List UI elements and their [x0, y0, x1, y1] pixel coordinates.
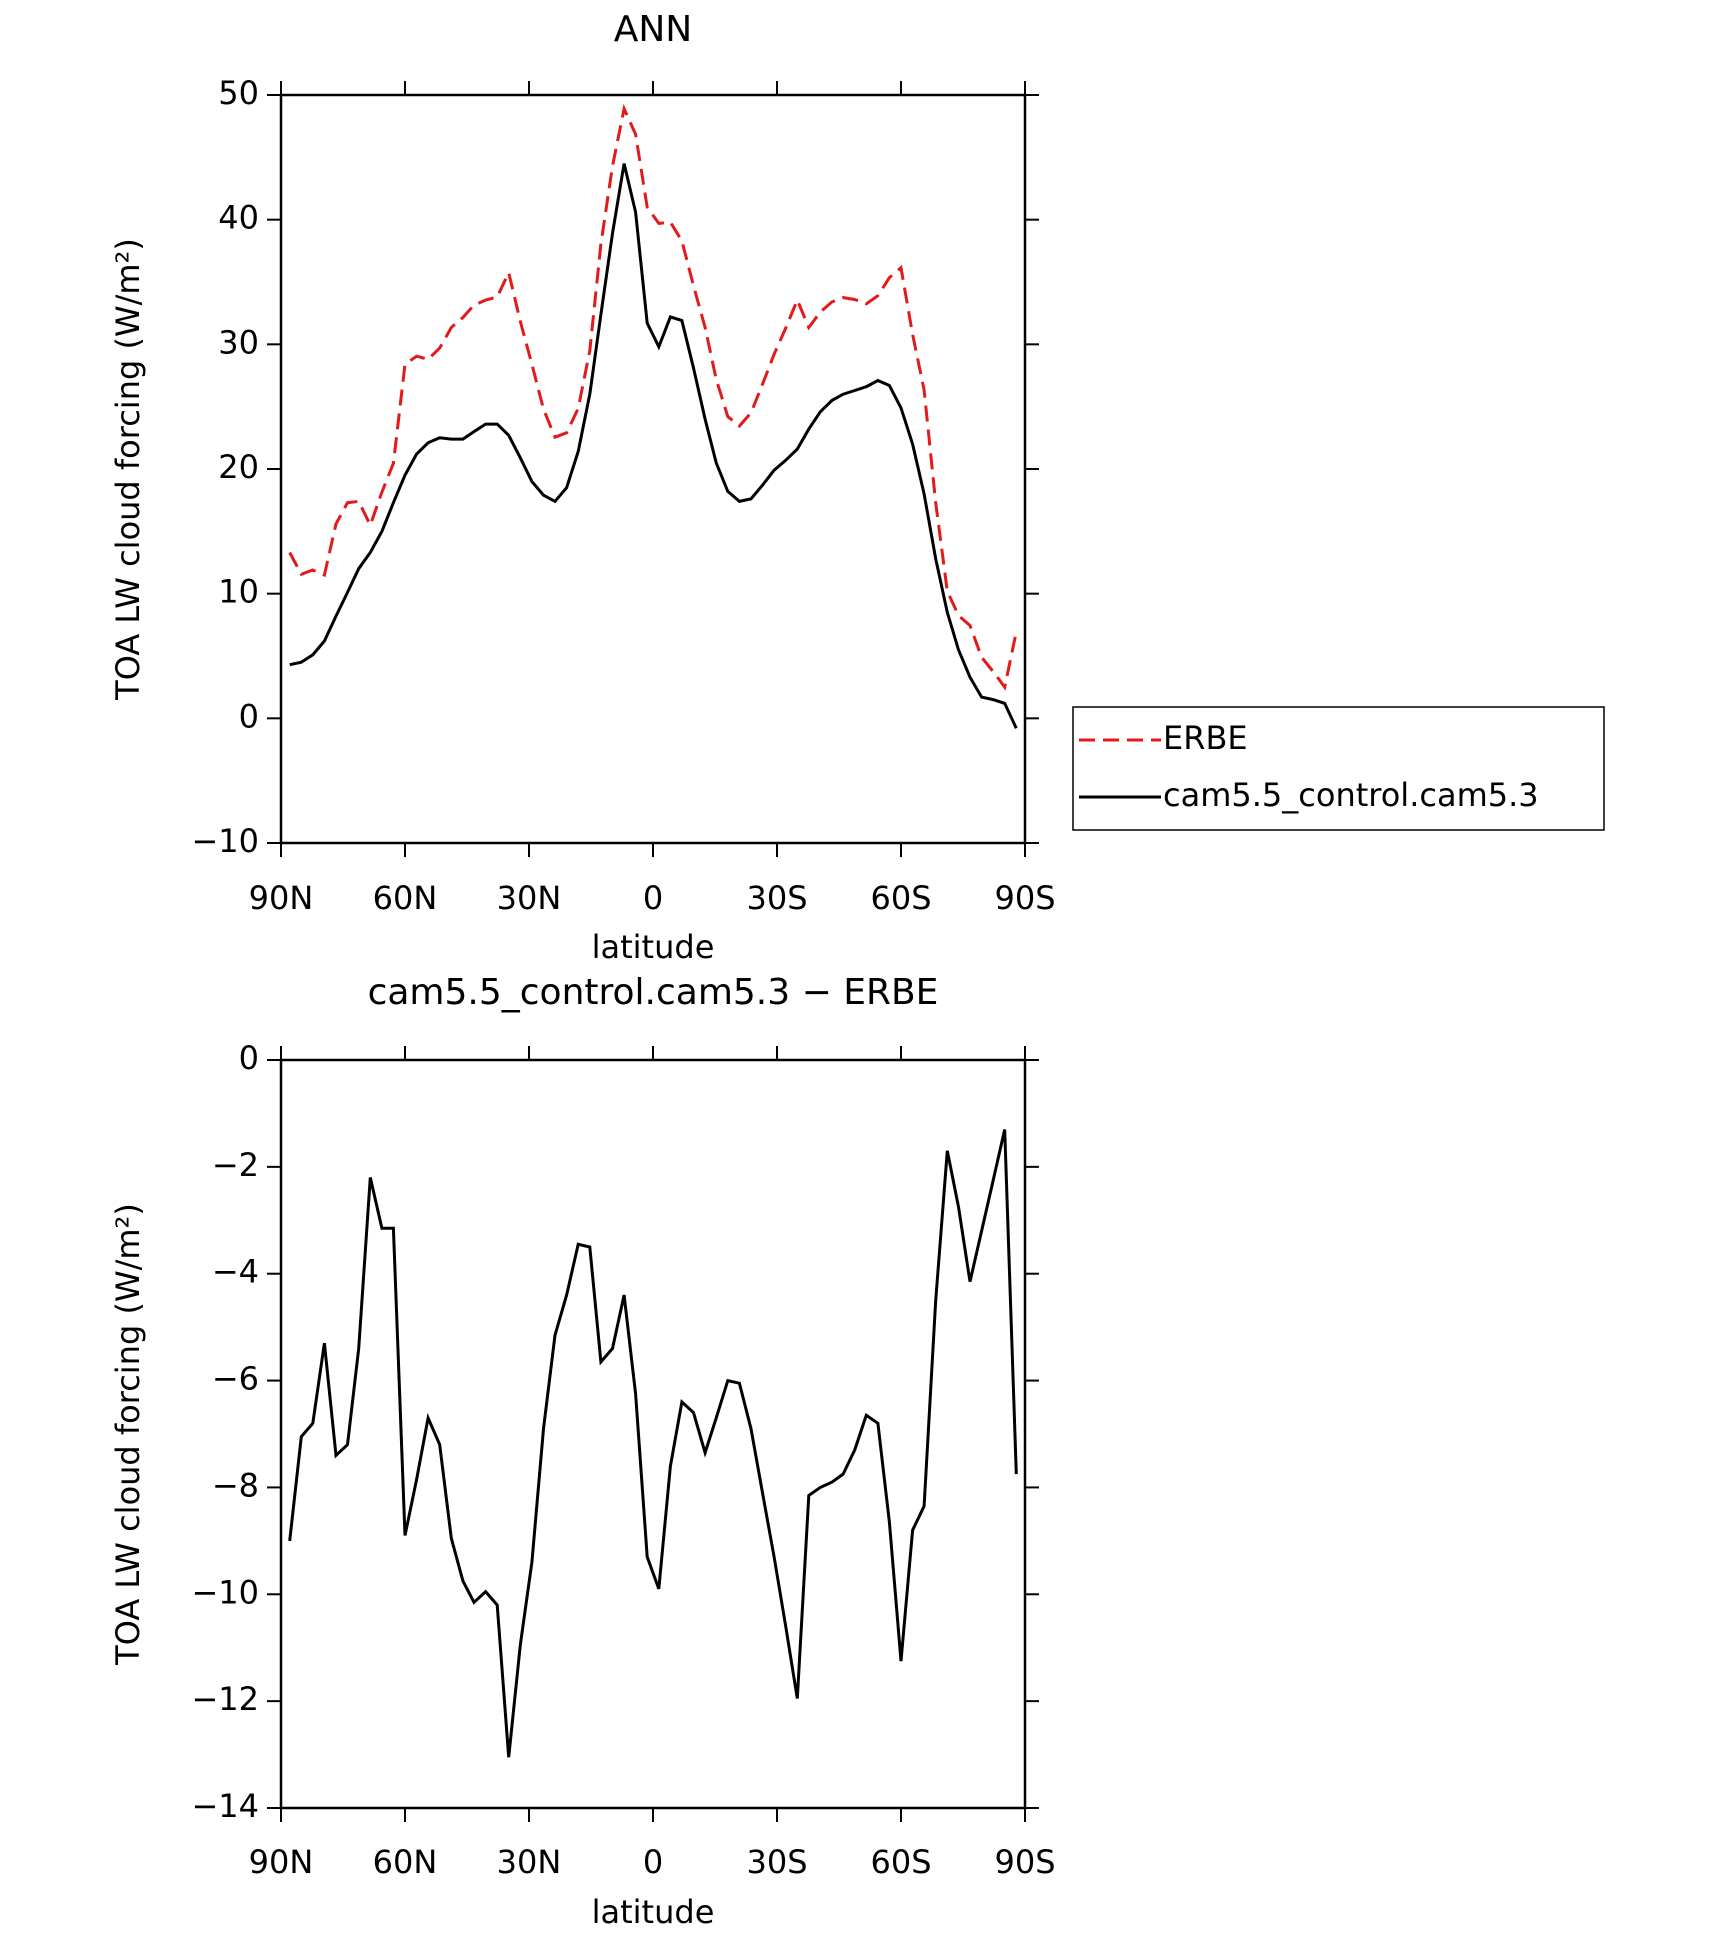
- data-line: [289, 163, 1018, 729]
- legend-box: [1072, 706, 1605, 831]
- y-tick-label: 0: [239, 1039, 259, 1077]
- x-tick-label: 60S: [870, 879, 931, 917]
- plot-frame: [279, 1058, 1027, 1810]
- x-tick-label: 60N: [373, 879, 438, 917]
- plot-frame: [279, 93, 1027, 845]
- data-line: [288, 103, 1018, 691]
- chart-title: cam5.5_control.cam5.3 − ERBE: [368, 972, 939, 1013]
- y-tick-label: −2: [212, 1146, 259, 1184]
- y-tick-label: 10: [218, 573, 259, 611]
- x-tick-label: 90N: [249, 1843, 314, 1881]
- y-tick-label: −14: [191, 1787, 259, 1825]
- chart-title: ANN: [614, 9, 693, 50]
- y-tick-label: −10: [191, 1573, 259, 1611]
- x-tick-label: 90S: [994, 1843, 1055, 1881]
- y-tick-label: 50: [218, 74, 259, 112]
- data-line: [288, 1129, 1018, 1758]
- y-axis-label: TOA LW cloud forcing (W/m²): [109, 1203, 147, 1666]
- x-tick-label: 0: [643, 1843, 663, 1881]
- x-tick-label: 60S: [870, 1843, 931, 1881]
- x-tick-label: 90S: [994, 879, 1055, 917]
- legend-label: cam5.5_control.cam5.3: [1163, 776, 1539, 814]
- y-tick-label: 20: [218, 448, 259, 486]
- x-tick-label: 30S: [746, 879, 807, 917]
- y-tick-label: 0: [239, 697, 259, 735]
- y-tick-label: 30: [218, 323, 259, 361]
- y-axis-label: TOA LW cloud forcing (W/m²): [109, 238, 147, 701]
- legend-label: ERBE: [1163, 719, 1248, 757]
- x-tick-label: 30N: [497, 1843, 562, 1881]
- y-tick-label: −8: [212, 1466, 259, 1504]
- y-tick-label: 40: [218, 199, 259, 237]
- x-tick-label: 30S: [746, 1843, 807, 1881]
- x-tick-label: 60N: [373, 1843, 438, 1881]
- y-tick-label: −10: [191, 822, 259, 860]
- x-tick-label: 90N: [249, 879, 314, 917]
- x-axis-label: latitude: [592, 1893, 715, 1931]
- x-tick-label: 0: [643, 879, 663, 917]
- y-tick-label: −12: [191, 1680, 259, 1718]
- y-tick-label: −4: [212, 1253, 259, 1291]
- y-tick-label: −6: [212, 1360, 259, 1398]
- x-axis-label: latitude: [592, 928, 715, 966]
- x-tick-label: 30N: [497, 879, 562, 917]
